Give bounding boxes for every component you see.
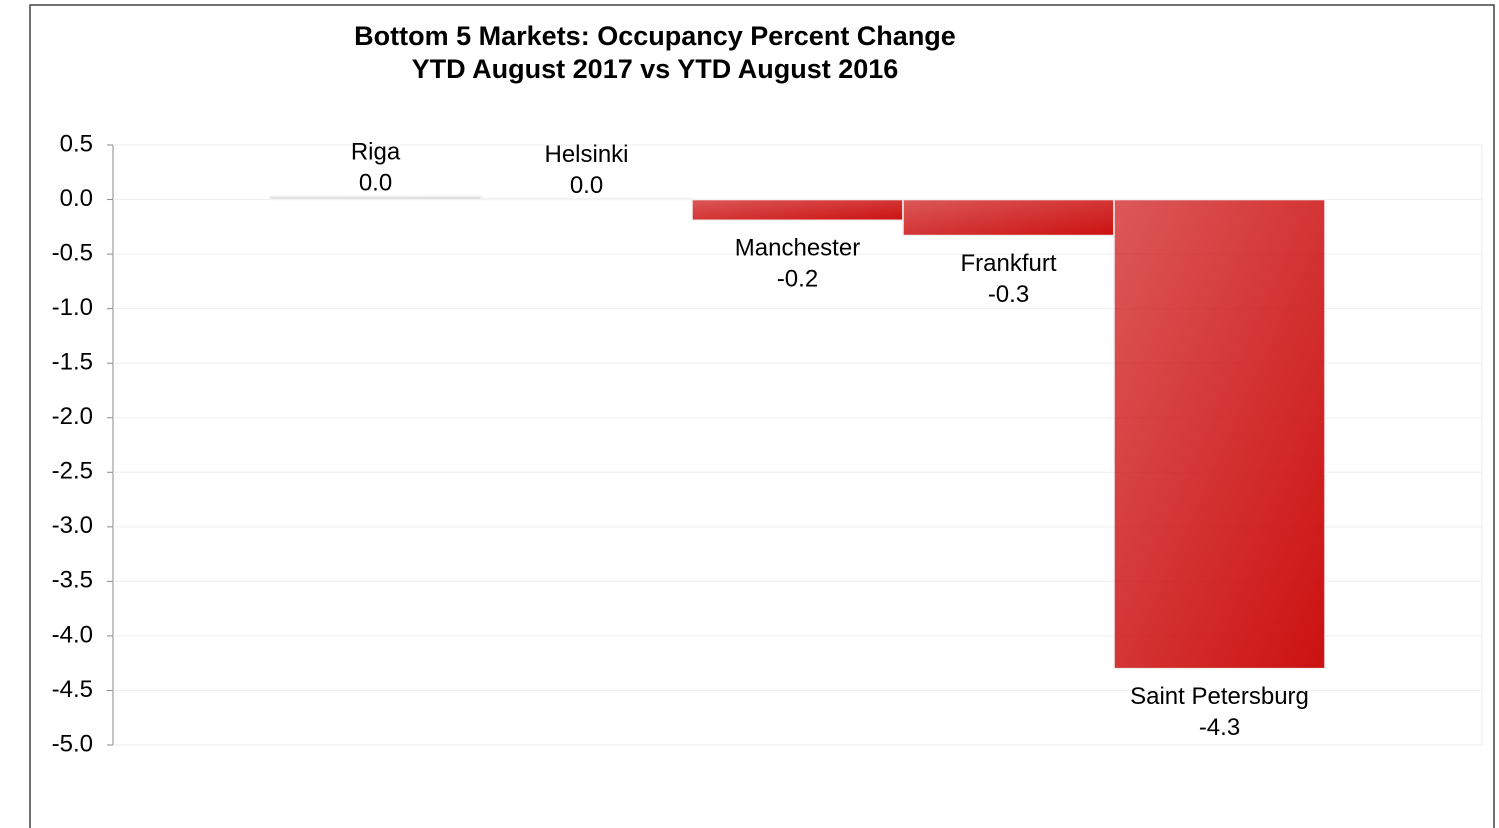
bar — [691, 198, 904, 222]
value-label: 0.0 — [359, 170, 392, 197]
y-tick-label: -2.5 — [52, 458, 93, 485]
frame — [29, 4, 1495, 828]
category-label: Frankfurt — [960, 250, 1056, 277]
category-label: Riga — [351, 139, 401, 166]
y-tick-label: -2.0 — [52, 403, 93, 430]
y-tick-label: -0.5 — [52, 239, 93, 266]
y-tick-label: -4.5 — [52, 676, 93, 703]
y-tick-label: 0.5 — [60, 130, 93, 157]
y-tick-label: -3.0 — [52, 512, 93, 539]
chart-title: Bottom 5 Markets: Occupancy Percent Chan… — [354, 21, 956, 51]
y-tick-label: -3.5 — [52, 567, 93, 594]
y-tick-label: -4.0 — [52, 621, 93, 648]
y-tick-label: -1.0 — [52, 294, 93, 321]
value-label: -4.3 — [1199, 714, 1240, 741]
value-label: 0.0 — [570, 172, 603, 199]
category-label: Saint Petersburg — [1130, 683, 1309, 710]
category-label: Manchester — [735, 235, 860, 262]
y-tick-label: -1.5 — [52, 349, 93, 376]
bar — [902, 198, 1115, 237]
value-label: -0.3 — [988, 281, 1029, 308]
y-tick-label: 0.0 — [60, 185, 93, 212]
y-tick-label: -5.0 — [52, 730, 93, 757]
category-label: Helsinki — [544, 141, 628, 168]
chart-subtitle: YTD August 2017 vs YTD August 2016 — [412, 54, 899, 84]
bar — [1113, 198, 1326, 670]
bar — [269, 195, 482, 201]
value-label: -0.2 — [777, 266, 818, 293]
